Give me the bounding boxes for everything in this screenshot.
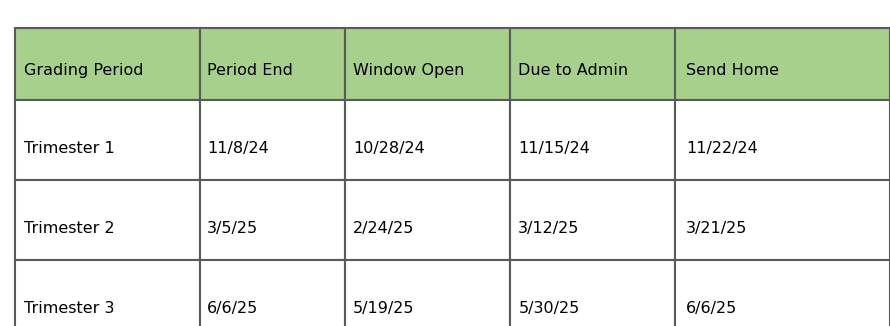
Bar	[675, 100, 890, 180]
Text: 5/19/25: 5/19/25	[353, 301, 415, 316]
Text: Window Open: Window Open	[353, 63, 465, 78]
Bar	[345, 260, 510, 326]
Bar	[510, 28, 675, 100]
Bar	[675, 28, 890, 100]
Bar	[510, 260, 675, 326]
Bar	[15, 260, 200, 326]
Text: 3/12/25: 3/12/25	[518, 221, 579, 236]
Bar	[15, 28, 200, 100]
Bar	[15, 180, 200, 260]
Bar	[200, 260, 345, 326]
Text: 3/21/25: 3/21/25	[686, 221, 747, 236]
Text: Period End: Period End	[207, 63, 293, 78]
Bar	[510, 180, 675, 260]
Bar	[200, 100, 345, 180]
Text: Due to Admin: Due to Admin	[518, 63, 628, 78]
Text: Trimester 3: Trimester 3	[24, 301, 115, 316]
Bar	[675, 260, 890, 326]
Bar	[200, 28, 345, 100]
Text: 6/6/25: 6/6/25	[207, 301, 258, 316]
Text: 5/30/25: 5/30/25	[518, 301, 579, 316]
Bar	[510, 100, 675, 180]
Bar	[200, 180, 345, 260]
Text: 11/15/24: 11/15/24	[518, 141, 590, 156]
Text: 6/6/25: 6/6/25	[686, 301, 737, 316]
Bar	[345, 28, 510, 100]
Text: Send Home: Send Home	[686, 63, 779, 78]
Bar	[675, 180, 890, 260]
Text: 11/8/24: 11/8/24	[207, 141, 269, 156]
Bar	[345, 180, 510, 260]
Text: Trimester 1: Trimester 1	[24, 141, 115, 156]
Text: 2/24/25: 2/24/25	[353, 221, 415, 236]
Text: 3/5/25: 3/5/25	[207, 221, 258, 236]
Text: Grading Period: Grading Period	[24, 63, 144, 78]
Text: 10/28/24: 10/28/24	[353, 141, 425, 156]
Bar	[15, 100, 200, 180]
Text: Trimester 2: Trimester 2	[24, 221, 115, 236]
Text: 11/22/24: 11/22/24	[686, 141, 757, 156]
Bar	[345, 100, 510, 180]
